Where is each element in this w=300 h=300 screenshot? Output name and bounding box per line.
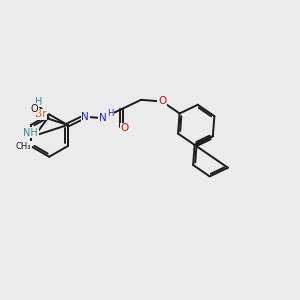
Text: O: O — [31, 104, 38, 114]
Text: Br: Br — [34, 110, 46, 119]
Text: NH: NH — [23, 128, 38, 138]
Text: N: N — [99, 113, 106, 123]
Text: CH₃: CH₃ — [16, 142, 31, 151]
Text: N: N — [82, 112, 89, 122]
Text: H: H — [107, 109, 113, 118]
Text: O: O — [158, 97, 166, 106]
Text: H: H — [35, 97, 43, 106]
Text: O: O — [121, 124, 129, 134]
